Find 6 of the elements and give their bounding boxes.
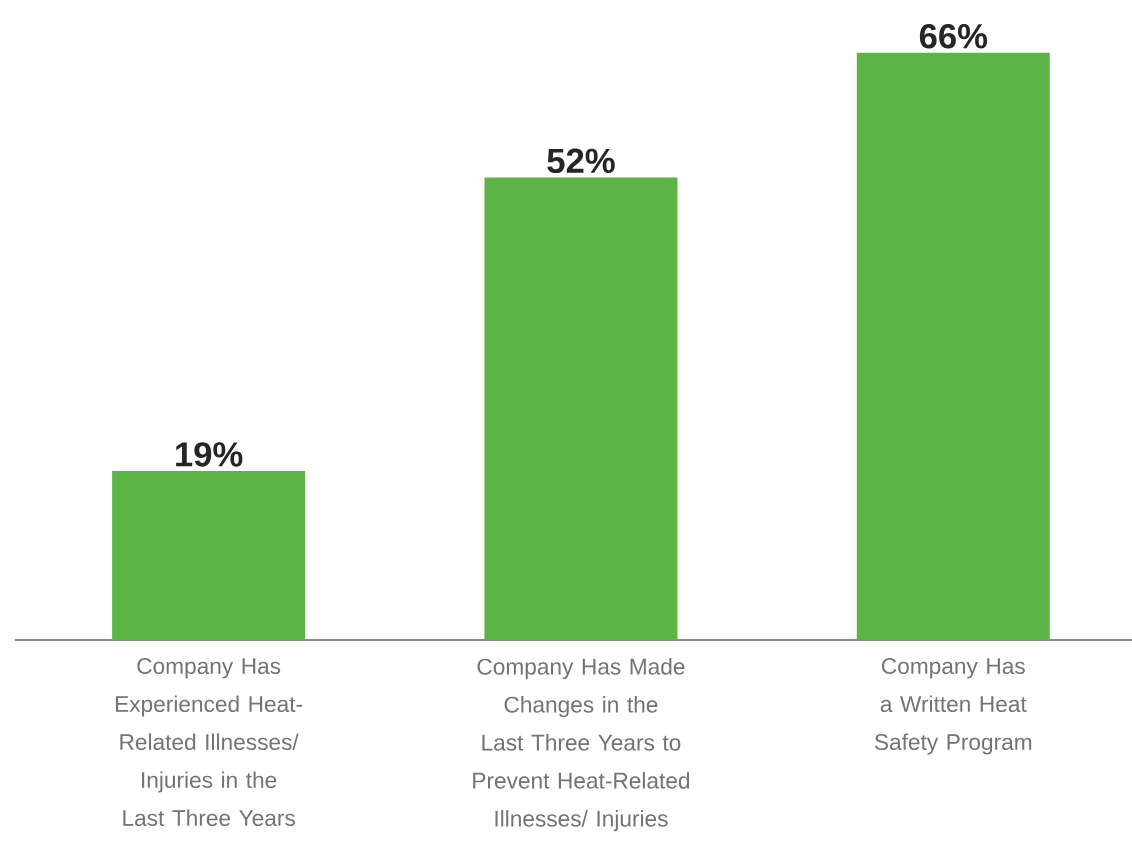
x-tick-label: Company Has Experienced Heat-Related Illnesses/ Injuries in the Last Three Years: [115, 658, 303, 827]
data-label: 19%: [176, 442, 243, 467]
x-tick-label: Company Has Made Changes in the Last Three Years to Prevent Heat-Related Illnesses/ Injuries: [473, 658, 690, 832]
data-label: 66%: [919, 24, 988, 49]
x-tick-label: Company Has a Written Heat Safety Program: [874, 658, 1032, 755]
data-label: 52%: [547, 148, 615, 174]
